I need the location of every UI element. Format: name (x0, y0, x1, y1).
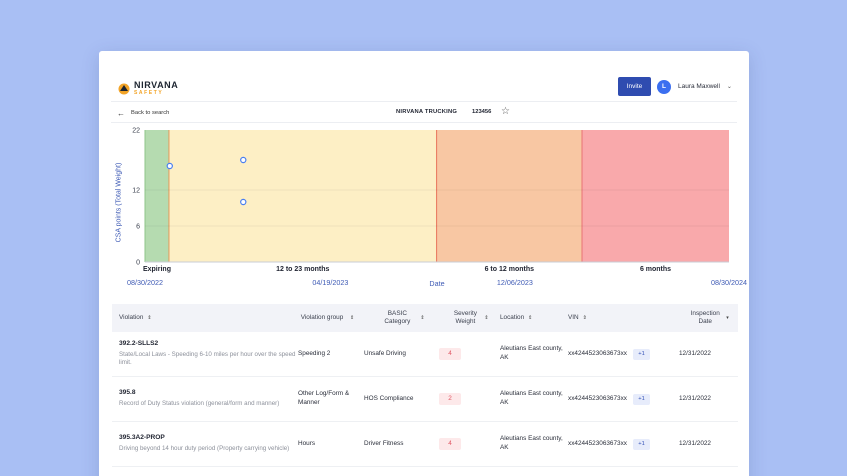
location: Aleutians East county, AK (500, 345, 563, 361)
basic-category: Unsafe Driving (364, 349, 406, 357)
zone-label-3: 6 months (640, 266, 671, 273)
severity-badge: 4 (439, 348, 461, 360)
violation-group: Speeding 2 (298, 349, 331, 357)
vin: xx4244523063673xx (568, 439, 627, 447)
zone-label-1: 12 to 23 months (276, 266, 329, 273)
more-vins-badge[interactable]: +1 (633, 393, 650, 405)
chevron-down-icon: ⌄ (726, 84, 732, 90)
sort-icon: ⇕ (528, 314, 533, 321)
severity-badge: 4 (439, 438, 461, 450)
x-tick-label-2: 12/06/2023 (497, 278, 533, 287)
sort-icon: ⇕ (484, 314, 489, 321)
column-header-severity[interactable]: Severity Weight ⇕ (453, 310, 489, 325)
basic-category: Driver Fitness (364, 439, 404, 447)
violation-group: Other Log/Form & Manner (298, 390, 350, 406)
sort-icon: ⇕ (147, 314, 152, 321)
data-point-0 (166, 162, 173, 170)
sort-icon: ⇕ (582, 314, 587, 321)
company-name: NIRVANA TRUCKING (396, 109, 458, 115)
column-header-basic[interactable]: BASIC Category ⇕ (384, 310, 425, 325)
violation-code: 395.8 (119, 389, 136, 397)
inspection-date: 12/31/2022 (679, 349, 711, 357)
header-divider (111, 101, 737, 102)
csa-points-chart: CSA points (Total Weight) Expiring 12 to … (99, 121, 749, 296)
x-tick-label-3: 08/30/2024 (711, 278, 747, 287)
violation-description: Driving beyond 14 hour duty period (Prop… (119, 445, 290, 453)
more-vins-badge[interactable]: +1 (633, 438, 650, 450)
column-header-location[interactable]: Location ⇕ (500, 314, 533, 321)
zone-label-2: 6 to 12 months (485, 266, 535, 273)
y-tick-label-3: 22 (132, 128, 140, 135)
data-point-2 (240, 198, 247, 206)
logo-sub: SAFETY (134, 89, 164, 96)
arrow-left-icon: ← (117, 108, 125, 118)
location: Aleutians East county, AK (500, 390, 563, 406)
back-to-search-link[interactable]: ← Back to search (117, 108, 169, 118)
table-row[interactable]: 395.8 Record of Duty Status violation (g… (112, 377, 738, 422)
violation-description: Record of Duty Status violation (general… (119, 400, 280, 408)
violations-table: Violation ⇕ Violation group ⇕ BASIC Catego… (112, 304, 738, 467)
zone-label-0: Expiring (143, 266, 171, 273)
x-tick-label-0: 08/30/2022 (127, 278, 163, 287)
subheader-divider (111, 122, 737, 123)
logo-name: NIRVANA (134, 79, 179, 90)
y-tick-label-1: 6 (136, 224, 140, 231)
y-tick-label-2: 12 (132, 188, 140, 195)
chart-svg: Expiring 12 to 23 months 6 to 12 months 6 m… (127, 128, 747, 289)
table-row[interactable]: 395.3A2-PROP Driving beyond 14 hour duty… (112, 422, 738, 467)
inspection-date: 12/31/2022 (679, 439, 711, 447)
violation-code: 395.3A2-PROP (119, 434, 165, 442)
vin: xx4244523063673xx (568, 394, 627, 402)
inspection-date: 12/31/2022 (679, 394, 711, 402)
user-menu[interactable]: L Laura Maxwell ⌄ (657, 79, 732, 94)
nirvana-logo[interactable]: NIRVANA SAFETY (117, 79, 178, 97)
invite-button[interactable]: Invite (618, 77, 651, 96)
zone-band-2 (436, 130, 583, 262)
location: Aleutians East county, AK (500, 435, 563, 451)
back-label: Back to search (131, 110, 170, 116)
logo-mark-icon (117, 81, 131, 95)
severity-badge: 2 (439, 393, 461, 405)
zone-band-3 (582, 130, 729, 262)
sort-icon: ⇕ (350, 314, 355, 321)
basic-category: HOS Compliance (364, 394, 414, 402)
zone-band-0 (145, 130, 169, 262)
column-header-inspection-date[interactable]: Inspection Date ▾ (690, 310, 729, 325)
sort-active-icon: ▾ (726, 314, 729, 321)
violation-code: 392.2-SLLS2 (119, 340, 159, 348)
y-tick-label-0: 0 (136, 260, 140, 267)
column-header-violation[interactable]: Violation ⇕ (119, 314, 152, 321)
star-icon[interactable]: ☆ (501, 106, 510, 117)
x-tick-label-1: 04/19/2023 (312, 278, 348, 287)
vin: xx4244523063673xx (568, 349, 627, 357)
column-header-vin[interactable]: VIN ⇕ (568, 314, 587, 321)
violation-description: State/Local Laws - Speeding 6-10 miles p… (119, 351, 296, 367)
data-point-1 (240, 156, 247, 164)
violation-group: Hours (298, 439, 316, 447)
x-axis-label: Date (429, 279, 444, 288)
column-header-group[interactable]: Violation group ⇕ (300, 314, 355, 321)
more-vins-badge[interactable]: +1 (633, 348, 650, 360)
dot-number: 123456 (472, 109, 492, 115)
app-window: NIRVANA SAFETY Invite L Laura Maxwell ⌄ … (99, 51, 749, 476)
sort-icon: ⇕ (420, 314, 425, 321)
zone-band-1 (168, 130, 437, 262)
avatar: L (657, 79, 671, 94)
table-row[interactable]: 392.2-SLLS2 State/Local Laws - Speeding … (112, 332, 738, 377)
table-header: Violation ⇕ Violation group ⇕ BASIC Catego… (112, 304, 738, 332)
user-name: Laura Maxwell (678, 83, 720, 90)
